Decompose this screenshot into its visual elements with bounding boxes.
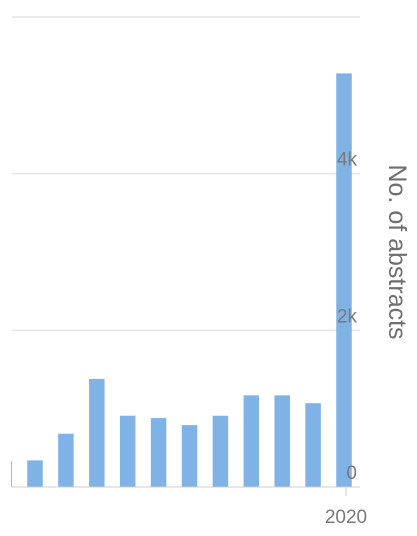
grid-lines — [12, 16, 360, 332]
y-tick-labels: 0 2k 4k — [337, 150, 358, 484]
bars — [11, 73, 352, 488]
bar[interactable] — [58, 433, 74, 487]
bar[interactable] — [336, 73, 352, 488]
bar[interactable] — [11, 461, 12, 487]
bar[interactable] — [119, 415, 136, 487]
y-axis-title: No. of abstracts — [383, 164, 411, 339]
bar[interactable] — [305, 403, 321, 487]
bar[interactable] — [89, 378, 105, 487]
x-tick-labels: 2020 — [325, 507, 367, 528]
bar[interactable] — [150, 418, 167, 487]
y-tick-label: 4k — [337, 150, 358, 171]
y-tick-label: 2k — [337, 306, 358, 327]
bar[interactable] — [274, 395, 290, 487]
bar[interactable] — [243, 395, 260, 487]
bar[interactable] — [27, 460, 43, 487]
x-tick-label: 2020 — [325, 507, 367, 528]
y-tick-label: 0 — [346, 463, 357, 484]
bar[interactable] — [212, 415, 229, 487]
bar[interactable] — [181, 425, 198, 487]
